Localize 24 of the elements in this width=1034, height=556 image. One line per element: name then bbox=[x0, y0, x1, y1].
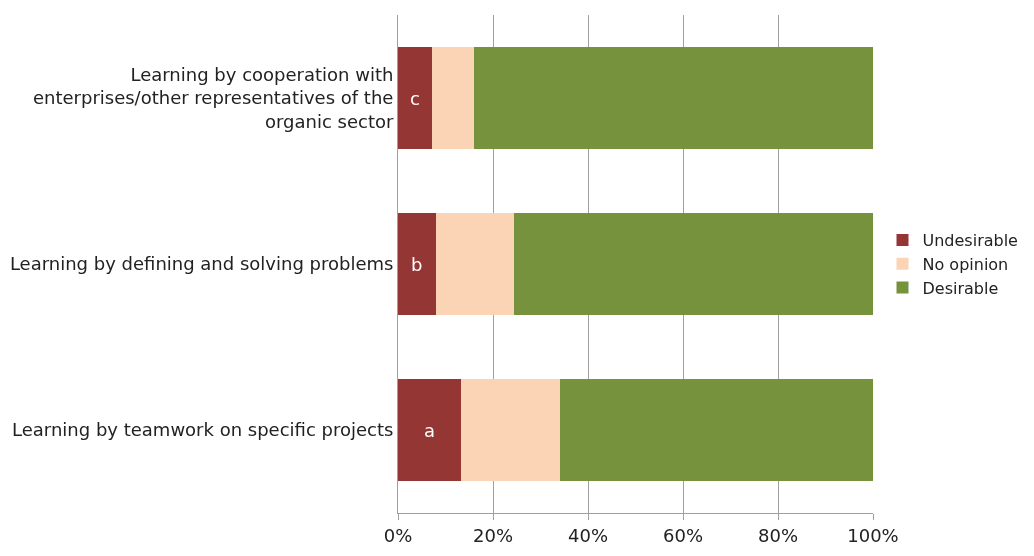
bar bbox=[461, 378, 560, 482]
y-tick-label: Learning by teamwork on specific projects bbox=[12, 419, 394, 441]
bar bbox=[514, 212, 873, 316]
x-tick-label: 20% bbox=[472, 524, 514, 546]
bar bbox=[559, 378, 873, 482]
y-tick-label: Learning by cooperation with enterprises/other representatives of the organic sector bbox=[32, 63, 394, 132]
x-tick-label: 40% bbox=[567, 524, 609, 546]
x-tick-label: 0% bbox=[383, 524, 413, 546]
bar bbox=[398, 378, 462, 482]
bar bbox=[398, 46, 433, 150]
legend-label: Undesirable bbox=[922, 231, 1018, 251]
annotation: a bbox=[424, 420, 436, 441]
legend-label: Desirable bbox=[922, 278, 999, 298]
x-tick-label: 60% bbox=[662, 524, 704, 546]
bar bbox=[398, 212, 436, 316]
bar bbox=[473, 46, 873, 150]
bar bbox=[435, 212, 515, 316]
annotation: b bbox=[411, 254, 423, 275]
x-tick-label: 100% bbox=[847, 524, 899, 546]
x-tick-label: 80% bbox=[757, 524, 799, 546]
bar bbox=[432, 46, 474, 150]
legend-label: No opinion bbox=[922, 254, 1009, 274]
y-tick-label: Learning by defining and solving problems bbox=[9, 253, 394, 275]
annotation: c bbox=[410, 88, 420, 109]
